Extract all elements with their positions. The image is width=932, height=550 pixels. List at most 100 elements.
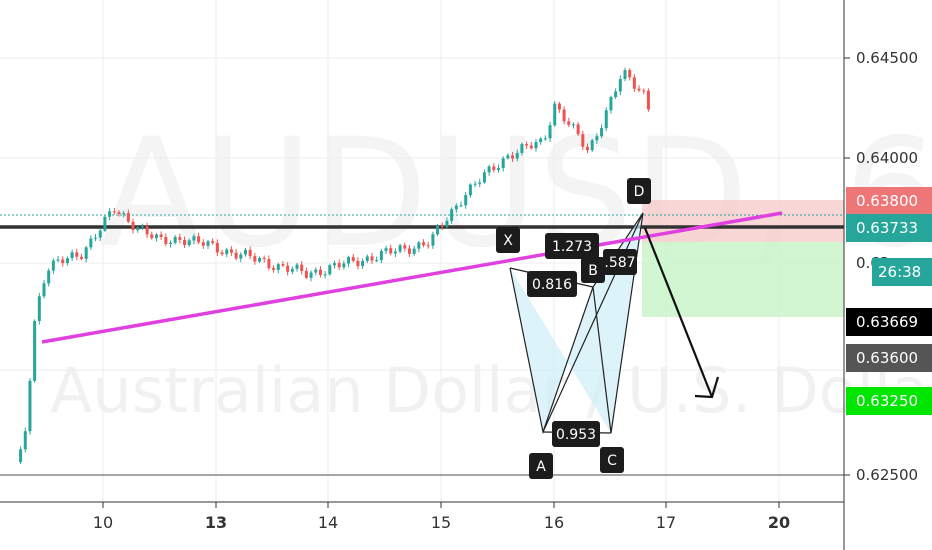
pattern-point-labels: X A B C D (496, 178, 651, 479)
candle-up (595, 136, 599, 141)
trendline[interactable] (41, 211, 783, 344)
candle-down (389, 248, 393, 254)
candle-down (407, 248, 411, 254)
candle-up (122, 213, 126, 215)
candle-down (112, 211, 116, 213)
candle-down (126, 213, 130, 222)
candle-down (511, 155, 515, 159)
candle-down (300, 264, 304, 272)
time-axis[interactable]: 10 13 14 15 16 17 20 (93, 502, 790, 532)
time-tick-label: 20 (768, 513, 790, 532)
candle-up (323, 274, 327, 276)
ratio-label-bg (527, 271, 577, 297)
candle-down (248, 249, 252, 257)
price-badge-label: 26:38 (878, 263, 921, 281)
candle-up (89, 238, 93, 248)
candle-up (482, 172, 486, 183)
point-label-x: X (503, 233, 513, 249)
candle-down (211, 241, 215, 243)
candle-up (173, 237, 177, 243)
candle-up (33, 321, 37, 381)
candle-down (117, 212, 121, 214)
price-badge (846, 187, 932, 215)
price-tick-label: 0.62500 (856, 466, 918, 484)
candle-up (365, 256, 369, 261)
candle-up (464, 195, 468, 206)
candle-up (108, 211, 112, 217)
candle-down (646, 90, 650, 110)
candle-up (192, 236, 196, 241)
candle-down (197, 236, 201, 243)
candle-up (412, 248, 416, 254)
candle-up (604, 110, 608, 129)
candle-down (426, 245, 430, 247)
candle-up (393, 251, 397, 254)
candle-down (281, 264, 285, 266)
candle-up (276, 264, 280, 270)
candle-down (586, 146, 590, 151)
candle-up (459, 205, 463, 207)
ratio-label-bg (545, 233, 599, 259)
candle-up (618, 79, 622, 92)
candle-up (571, 124, 575, 126)
ratio-label-bg (603, 249, 637, 275)
candle-up (342, 263, 346, 268)
watermark-name: Australian Dollar / U.S. Dollar (50, 354, 932, 427)
point-label-b: B (588, 263, 598, 279)
candle-down (628, 70, 632, 78)
candle-up (454, 205, 458, 210)
ratio-label-bg (552, 421, 600, 447)
point-label-c: C (607, 453, 617, 469)
ratio-label: 0.953 (556, 427, 596, 443)
candle-up (140, 226, 144, 228)
price-axis[interactable]: 0.645000.640000.625000.630.638000.637332… (844, 49, 932, 484)
candle-up (450, 209, 454, 221)
candle-up (154, 234, 158, 239)
candle-down (529, 145, 533, 149)
candle-down (178, 237, 182, 240)
price-badge-label: 0.63600 (856, 349, 918, 367)
candle-down (267, 259, 271, 269)
candle-up (609, 97, 613, 111)
time-tick-label: 14 (318, 513, 338, 532)
price-tick-label: 0.64000 (856, 149, 918, 167)
candle-down (370, 256, 374, 261)
candle-down (253, 256, 257, 262)
candle-up (98, 230, 102, 238)
candle-down (351, 257, 355, 261)
candle-up (103, 216, 107, 231)
time-tick-label: 16 (544, 513, 564, 532)
candle-up (56, 259, 60, 261)
candle-up (468, 184, 472, 196)
candle-up (445, 220, 449, 227)
candle-down (272, 268, 276, 270)
candle-down (75, 252, 79, 257)
candle-up (375, 260, 379, 262)
candle-up (487, 166, 491, 173)
take-profit-zone (642, 242, 844, 317)
candle-up (333, 263, 337, 266)
ratio-label: 1.273 (552, 239, 592, 255)
pattern-ratio-labels: 1.273 0.816 .587 0.953 (527, 233, 637, 447)
candle-up (379, 250, 383, 261)
candle-down (220, 252, 224, 255)
candle-down (234, 252, 238, 259)
candle-up (314, 269, 318, 273)
candle-up (51, 260, 55, 271)
candle-up (239, 254, 243, 259)
candle-down (304, 271, 308, 278)
candle-up (553, 103, 557, 126)
candle-down (642, 90, 646, 92)
projection-arrow[interactable] (643, 227, 720, 399)
point-label-bg (529, 453, 553, 479)
candle-up (94, 237, 98, 239)
candle-down (229, 249, 233, 253)
candle-up (290, 268, 294, 272)
candle-down (403, 245, 407, 249)
candle-up (623, 70, 627, 80)
time-tick-label: 13 (205, 513, 227, 532)
candle-down (164, 236, 168, 244)
candle-up (614, 91, 618, 98)
candle-up (225, 249, 229, 255)
